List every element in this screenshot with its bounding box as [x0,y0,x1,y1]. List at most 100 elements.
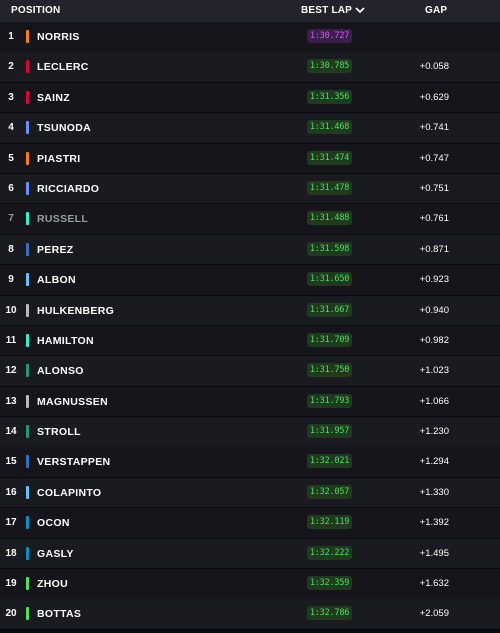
position-number: 15 [5,456,17,468]
position-number: 20 [5,608,17,620]
best-lap-badge: 1:31.709 [307,332,352,347]
best-lap-badge: 1:31.650 [307,272,352,287]
position-number: 13 [5,395,17,407]
position-number: 19 [5,578,17,590]
table-row[interactable]: 16 COLAPINTO 1:32.057 +1.330 [0,477,500,508]
position-number: 16 [5,486,17,498]
position-number: 17 [5,517,17,529]
table-row[interactable]: 18 GASLY 1:32.222 +1.495 [0,538,500,569]
gap-value: +0.761 [419,213,449,225]
position-number: 6 [8,182,14,194]
position-number: 3 [8,91,14,103]
position-number: 14 [5,426,17,438]
table-row[interactable]: 5 PIASTRI 1:31.474 +0.747 [0,143,500,174]
best-lap-badge: 1:32.021 [307,454,352,469]
position-number: 7 [8,213,14,225]
driver-name: STROLL [37,426,81,439]
gap-value: +0.982 [419,334,449,346]
table-row[interactable]: 11 HAMILTON 1:31.709 +0.982 [0,325,500,356]
gap-column-header[interactable]: GAP [425,5,448,16]
gap-value: +0.923 [419,274,449,286]
table-row[interactable]: 4 TSUNODA 1:31.468 +0.741 [0,113,500,143]
team-color-bar [26,242,29,256]
driver-name: RUSSELL [37,213,89,226]
gap-value: +1.330 [419,486,449,498]
position-number: 10 [5,304,17,316]
best-lap-badge: 1:31.750 [307,363,352,378]
gap-value: +1.023 [419,365,449,377]
position-number: 5 [8,152,14,164]
driver-name: TSUNODA [37,122,92,135]
gap-value: +1.066 [419,395,449,407]
best-lap-badge: 1:31.356 [307,89,352,104]
best-lap-badge: 1:31.478 [307,180,352,195]
table-row[interactable]: 6 RICCIARDO 1:31.478 +0.751 [0,173,500,204]
driver-name: NORRIS [37,31,80,43]
best-lap-badge: 1:31.598 [307,241,352,256]
team-color-bar [26,394,29,408]
table-row[interactable]: 10 HULKENBERG 1:31.667 +0.940 [0,295,500,326]
table-row[interactable]: 14 STROLL 1:31.957 +1.230 [0,417,500,447]
team-color-bar [26,60,29,74]
gap-value: +0.058 [419,61,449,73]
best-lap-badge: 1:32.057 [307,484,352,499]
driver-name: LECLERC [37,61,89,74]
table-row[interactable]: 7 RUSSELL 1:31.488 +0.761 [0,204,500,234]
best-lap-badge: 1:30.785 [307,59,352,74]
best-lap-badge: 1:32.359 [307,576,352,591]
table-row[interactable]: 19 ZHOU 1:32.359 +1.632 [0,569,500,599]
driver-name: HULKENBERG [37,304,115,317]
team-color-bar [26,30,29,43]
driver-name: ZHOU [37,578,68,591]
driver-name: PIASTRI [37,152,81,165]
table-row[interactable]: 15 VERSTAPPEN 1:32.021 +1.294 [0,447,500,477]
driver-name: VERSTAPPEN [37,456,111,469]
team-color-bar [26,121,29,135]
position-number: 8 [8,243,14,255]
driver-name: ALONSO [37,365,84,378]
best-lap-header-label: BEST LAP [301,5,353,16]
table-row[interactable]: 1 NORRIS 1:30.727 [0,22,500,52]
driver-name: GASLY [37,547,74,560]
table-row[interactable]: 9 ALBON 1:31.650 +0.923 [0,265,500,295]
team-color-bar [26,485,29,499]
table-header: POSITION BEST LAP GAP [0,0,500,22]
table-row[interactable]: 13 MAGNUSSEN 1:31.793 +1.066 [0,386,500,417]
position-number: 18 [5,547,17,559]
position-column-header[interactable]: POSITION [11,5,61,16]
team-color-bar [26,516,29,530]
team-color-bar [26,546,29,560]
team-color-bar [26,303,29,317]
team-color-bar [26,364,29,378]
team-color-bar [26,181,29,195]
table-row[interactable]: 8 PEREZ 1:31.598 +0.871 [0,234,500,265]
table-row[interactable]: 3 SAINZ 1:31.356 +0.629 [0,82,500,113]
gap-value: +1.392 [419,517,449,529]
best-lap-badge: 1:32.786 [307,606,352,621]
position-number: 11 [5,334,17,346]
chevron-down-icon [355,7,365,14]
table-row[interactable]: 2 LECLERC 1:30.785 +0.058 [0,52,500,82]
best-lap-badge: 1:32.119 [307,515,352,530]
position-number: 4 [8,122,14,134]
team-color-bar [26,273,29,287]
team-color-bar [26,212,29,226]
table-row[interactable]: 12 ALONSO 1:31.750 +1.023 [0,356,500,386]
best-lap-badge: 1:31.793 [307,393,352,408]
driver-name: OCON [37,517,70,530]
position-number: 12 [5,365,17,377]
best-lap-badge: 1:31.468 [307,120,352,135]
team-color-bar [26,151,29,165]
driver-name: ALBON [37,274,76,287]
table-row[interactable]: 20 BOTTAS 1:32.786 +2.059 [0,599,500,629]
team-color-bar [26,333,29,347]
team-color-bar [26,577,29,591]
team-color-bar [26,607,29,621]
best-lap-badge: 1:31.667 [307,302,352,317]
best-lap-column-header[interactable]: BEST LAP [301,5,365,16]
gap-value: +0.747 [419,152,449,164]
driver-name: SAINZ [37,91,70,104]
results-list: 1 NORRIS 1:30.727 2 LECLERC 1:30.785 +0.058 3 SA… [0,22,500,630]
table-row[interactable]: 17 OCON 1:32.119 +1.392 [0,508,500,538]
